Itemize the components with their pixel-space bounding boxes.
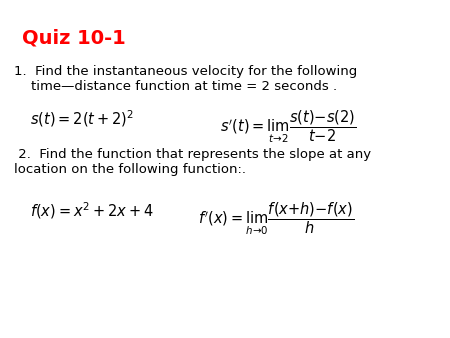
Text: $s^{\prime}(t) = \lim_{t \to 2} \dfrac{s(t)-s(2)}{t-2}$: $s^{\prime}(t) = \lim_{t \to 2} \dfrac{s… — [220, 108, 356, 145]
Text: $f(x) = x^2 + 2x + 4$: $f(x) = x^2 + 2x + 4$ — [30, 200, 154, 221]
Text: 1.  Find the instantaneous velocity for the following: 1. Find the instantaneous velocity for t… — [14, 65, 357, 78]
Text: location on the following function:.: location on the following function:. — [14, 163, 246, 176]
Text: 2.  Find the function that represents the slope at any: 2. Find the function that represents the… — [14, 148, 371, 161]
Text: Quiz 10-1: Quiz 10-1 — [22, 28, 126, 47]
Text: $s(t) = 2(t+2)^2$: $s(t) = 2(t+2)^2$ — [30, 108, 134, 129]
Text: time—distance function at time = 2 seconds .: time—distance function at time = 2 secon… — [14, 80, 337, 93]
Text: $f^{\prime}(x) = \lim_{h \to 0} \dfrac{f(x+h)-f(x)}{h}$: $f^{\prime}(x) = \lim_{h \to 0} \dfrac{f… — [198, 200, 354, 237]
